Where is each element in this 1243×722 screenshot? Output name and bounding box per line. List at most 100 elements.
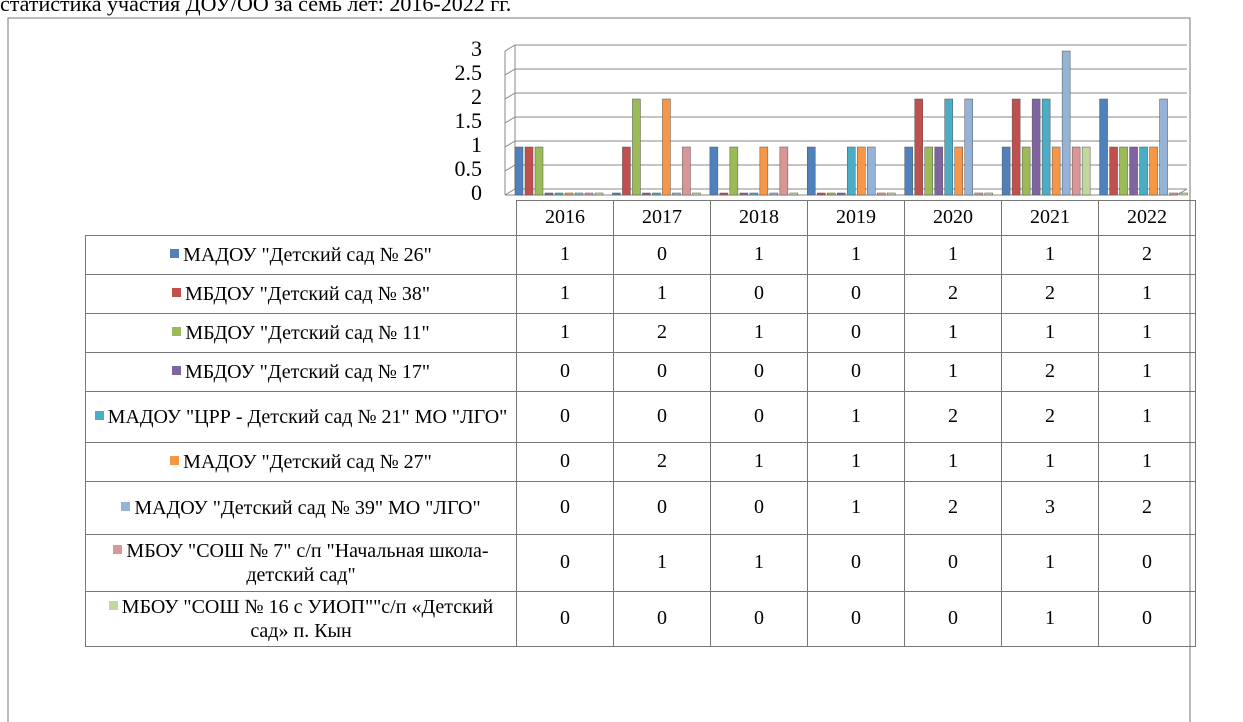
bar (837, 192, 846, 196)
table-value: 0 (807, 351, 905, 392)
bar (877, 192, 886, 196)
table-value: 0 (516, 441, 614, 482)
y-tick-label: 2.5 (455, 60, 483, 85)
legend-entry: МАДОУ "Детский сад № 27" (85, 441, 517, 482)
table-value: 2 (1001, 351, 1099, 392)
bar (944, 98, 953, 196)
legend-label: МБДОУ "Детский сад № 17" (185, 360, 430, 383)
bar (954, 146, 963, 196)
grid-line (504, 68, 1187, 76)
bar (827, 192, 836, 196)
legend-label: МАДОУ "Детский сад № 27" (183, 450, 432, 473)
y-tick-label: 0.5 (455, 156, 483, 181)
data-row: МБДОУ "Детский сад № 38" 1 1 0 0 2 2 1 (85, 273, 1196, 314)
bar (1129, 146, 1138, 196)
table-value: 0 (904, 590, 1002, 647)
legend-entry: МБОУ "СОШ № 16 с УИОП""с/п «Детский сад»… (85, 590, 517, 647)
table-value: 1 (807, 390, 905, 443)
bar (682, 146, 691, 196)
bar (779, 146, 789, 196)
table-value: 1 (613, 533, 711, 592)
bar (749, 192, 759, 196)
table-value: 0 (1098, 533, 1196, 592)
table-value: 1 (1001, 590, 1099, 647)
legend-label: МАДОУ "Детский сад № 39" МО "ЛГО" (134, 496, 481, 519)
bar (1021, 146, 1031, 196)
x-tick-label: 2022 (1098, 200, 1196, 236)
bar (1051, 146, 1061, 196)
legend-entry: МБДОУ "Детский сад № 17" (85, 351, 517, 392)
data-row: МБОУ "СОШ № 7" с/п "Начальная школа-детс… (85, 533, 1196, 592)
legend-key (172, 326, 182, 336)
bar (1071, 146, 1081, 196)
header-row: 2016 2017 2018 2019 2020 2021 2022 (85, 200, 1196, 236)
data-row: МАДОУ "Детский сад № 39" МО "ЛГО" 0 0 0 1 2 3 2 (85, 480, 1196, 535)
data-row: МАДОУ "Детский сад № 27" 0 2 1 1 1 1 1 (85, 441, 1196, 482)
data-row: МБОУ "СОШ № 16 с УИОП""с/п «Детский сад»… (85, 590, 1196, 647)
y-tick-label: 1 (471, 132, 482, 157)
table-value: 2 (904, 390, 1002, 443)
bar (807, 146, 816, 196)
table-value: 1 (904, 351, 1002, 392)
table-value: 0 (710, 273, 808, 314)
table-value: 0 (516, 533, 614, 592)
data-table: 2016 2017 2018 2019 2020 2021 2022 МАДОУ "Детск… (85, 200, 1196, 647)
bar (974, 192, 983, 196)
legend-key (108, 600, 118, 610)
bar (1179, 192, 1188, 196)
legend-entry: МБДОУ "Детский сад № 11" (85, 312, 517, 353)
table-value: 2 (1001, 273, 1099, 314)
bar (1031, 98, 1041, 196)
table-value: 1 (1001, 234, 1099, 275)
bar (672, 192, 681, 196)
table-value: 1 (807, 480, 905, 535)
grid-line (504, 92, 1187, 100)
table-value: 1 (807, 234, 905, 275)
bar (534, 146, 544, 196)
table-value: 0 (904, 533, 1002, 592)
bar (739, 192, 749, 196)
data-row: МАДОУ "Детский сад № 26" 1 0 1 1 1 1 2 (85, 234, 1196, 275)
table-value: 0 (1098, 590, 1196, 647)
table-value: 0 (807, 590, 905, 647)
table-value: 1 (516, 273, 614, 314)
legend-label: МБДОУ "Детский сад № 38" (185, 282, 430, 305)
legend-key (121, 501, 131, 511)
bar (574, 192, 584, 196)
table-value: 1 (904, 441, 1002, 482)
bar (934, 146, 943, 196)
legend-entry: МАДОУ "Детский сад № 39" МО "ЛГО" (85, 480, 517, 535)
x-tick-label: 2016 (516, 200, 614, 236)
legend-label: МАДОУ "ЦРР - Детский сад № 21" МО "ЛГО" (107, 405, 508, 428)
table-value: 0 (613, 234, 711, 275)
table-value: 1 (904, 312, 1002, 353)
y-tick-label: 0 (471, 180, 482, 205)
table-value: 0 (516, 390, 614, 443)
bar (759, 146, 769, 196)
bar (729, 146, 739, 196)
table-value: 1 (710, 533, 808, 592)
table-value: 0 (613, 590, 711, 647)
table-value: 1 (1001, 312, 1099, 353)
table-value: 1 (1098, 351, 1196, 392)
bar (652, 192, 661, 196)
bar (524, 146, 534, 196)
bar (1081, 146, 1091, 196)
legend-entry: МБОУ "СОШ № 7" с/п "Начальная школа-детс… (85, 533, 517, 592)
x-tick-label: 2017 (613, 200, 711, 236)
bar (709, 146, 719, 196)
bar (867, 146, 876, 196)
bar (612, 192, 621, 196)
x-tick-label: 2019 (807, 200, 905, 236)
table-value: 2 (613, 312, 711, 353)
bar (1099, 98, 1108, 196)
bar (632, 98, 641, 196)
table-value: 1 (710, 312, 808, 353)
legend-label: МБОУ "СОШ № 7" с/п "Начальная школа-детс… (126, 539, 489, 586)
table-value: 0 (710, 480, 808, 535)
table-value: 1 (807, 441, 905, 482)
table-value: 0 (807, 533, 905, 592)
table-value: 2 (904, 480, 1002, 535)
bar (692, 192, 701, 196)
